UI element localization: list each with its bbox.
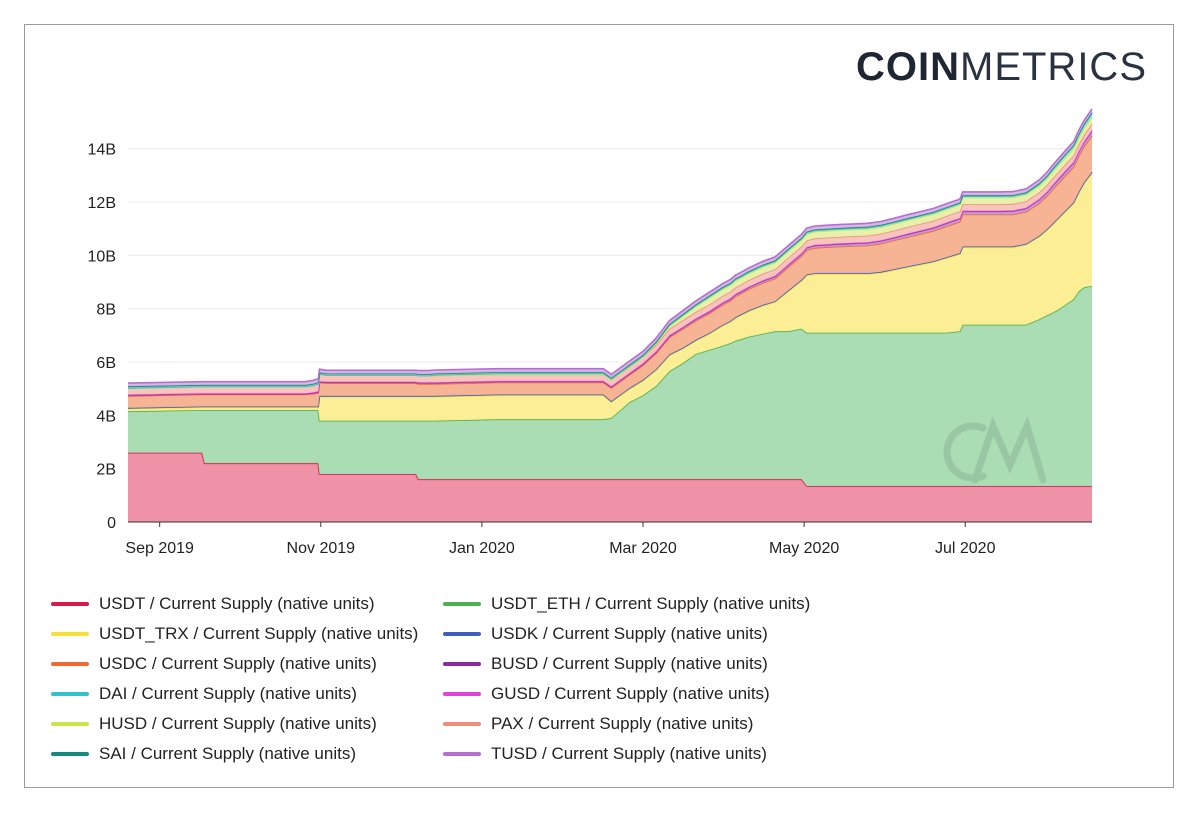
x-tick-label: May 2020: [769, 540, 839, 557]
legend-swatch: [51, 632, 89, 636]
legend-label: SAI / Current Supply (native units): [99, 744, 357, 763]
legend-swatch: [443, 722, 481, 726]
legend-item[interactable]: USDT_ETH / Current Supply (native units): [443, 593, 810, 615]
x-tick-label: Sep 2019: [125, 540, 194, 557]
legend-label: USDT_TRX / Current Supply (native units): [99, 624, 419, 643]
y-tick-label: 4B: [96, 408, 116, 425]
legend-item[interactable]: USDC / Current Supply (native units): [51, 653, 377, 675]
area-series-1: [128, 286, 1092, 486]
y-tick-label: 8B: [96, 302, 116, 319]
x-tick-label: Mar 2020: [609, 540, 677, 557]
watermark-m-glyph: [971, 415, 1047, 484]
y-tick-label: 0: [107, 515, 116, 532]
legend-item[interactable]: USDK / Current Supply (native units): [443, 623, 768, 645]
cm-watermark: [943, 415, 1047, 484]
area-series-2: [128, 172, 1092, 421]
logo-light-text: METRICS: [960, 45, 1147, 89]
legend-item[interactable]: BUSD / Current Supply (native units): [443, 653, 768, 675]
legend-label: TUSD / Current Supply (native units): [491, 744, 767, 763]
legend-swatch: [443, 632, 481, 636]
legend-swatch: [51, 752, 89, 756]
legend-item[interactable]: PAX / Current Supply (native units): [443, 713, 753, 735]
legend-item[interactable]: SAI / Current Supply (native units): [51, 743, 356, 765]
watermark-c-glyph: [943, 422, 987, 482]
legend-swatch: [51, 722, 89, 726]
line-series-11: [127, 108, 1093, 384]
x-tick-label: Jan 2020: [449, 540, 515, 557]
y-tick-label: 6B: [96, 355, 116, 372]
coinmetrics-logo: COINMETRICS: [856, 45, 1147, 90]
y-tick-label: 2B: [96, 462, 116, 479]
stacked-area-chart: 0 2B 4B 6B 8B 10B 12B 14B Sep 2019 Nov 2019 Jan 20…: [88, 108, 1093, 557]
legend-swatch: [443, 692, 481, 696]
x-tick-label: Nov 2019: [287, 540, 356, 557]
legend-label: USDC / Current Supply (native units): [99, 654, 377, 673]
legend-item[interactable]: HUSD / Current Supply (native units): [51, 713, 377, 735]
legend-item[interactable]: DAI / Current Supply (native units): [51, 683, 357, 705]
legend-swatch: [51, 662, 89, 666]
legend-item[interactable]: TUSD / Current Supply (native units): [443, 743, 767, 765]
legend-swatch: [443, 602, 481, 606]
legend-label: BUSD / Current Supply (native units): [491, 654, 768, 673]
y-tick-label: 12B: [88, 195, 116, 212]
legend-label: USDK / Current Supply (native units): [491, 624, 768, 643]
legend-item[interactable]: USDT_TRX / Current Supply (native units): [51, 623, 418, 645]
area-series-0: [128, 452, 1092, 522]
legend-swatch: [51, 602, 89, 606]
legend-label: DAI / Current Supply (native units): [99, 684, 357, 703]
legend-label: USDT / Current Supply (native units): [99, 594, 375, 613]
legend-label: PAX / Current Supply (native units): [491, 714, 754, 733]
x-tick-label: Jul 2020: [935, 540, 996, 557]
legend-swatch: [443, 662, 481, 666]
y-tick-label: 14B: [88, 142, 116, 159]
logo-bold-text: COIN: [856, 45, 960, 89]
legend-label: USDT_ETH / Current Supply (native units): [491, 594, 811, 613]
legend-swatch: [443, 752, 481, 756]
legend-item[interactable]: GUSD / Current Supply (native units): [443, 683, 770, 705]
legend-item[interactable]: USDT / Current Supply (native units): [51, 593, 375, 615]
chart-frame: COINMETRICS 0 2B 4B 6B 8B 10B 12B 14B Sep 2019 No…: [24, 24, 1174, 788]
legend-label: HUSD / Current Supply (native units): [99, 714, 377, 733]
legend-label: GUSD / Current Supply (native units): [491, 684, 770, 703]
y-tick-label: 10B: [88, 248, 116, 265]
legend-swatch: [51, 692, 89, 696]
